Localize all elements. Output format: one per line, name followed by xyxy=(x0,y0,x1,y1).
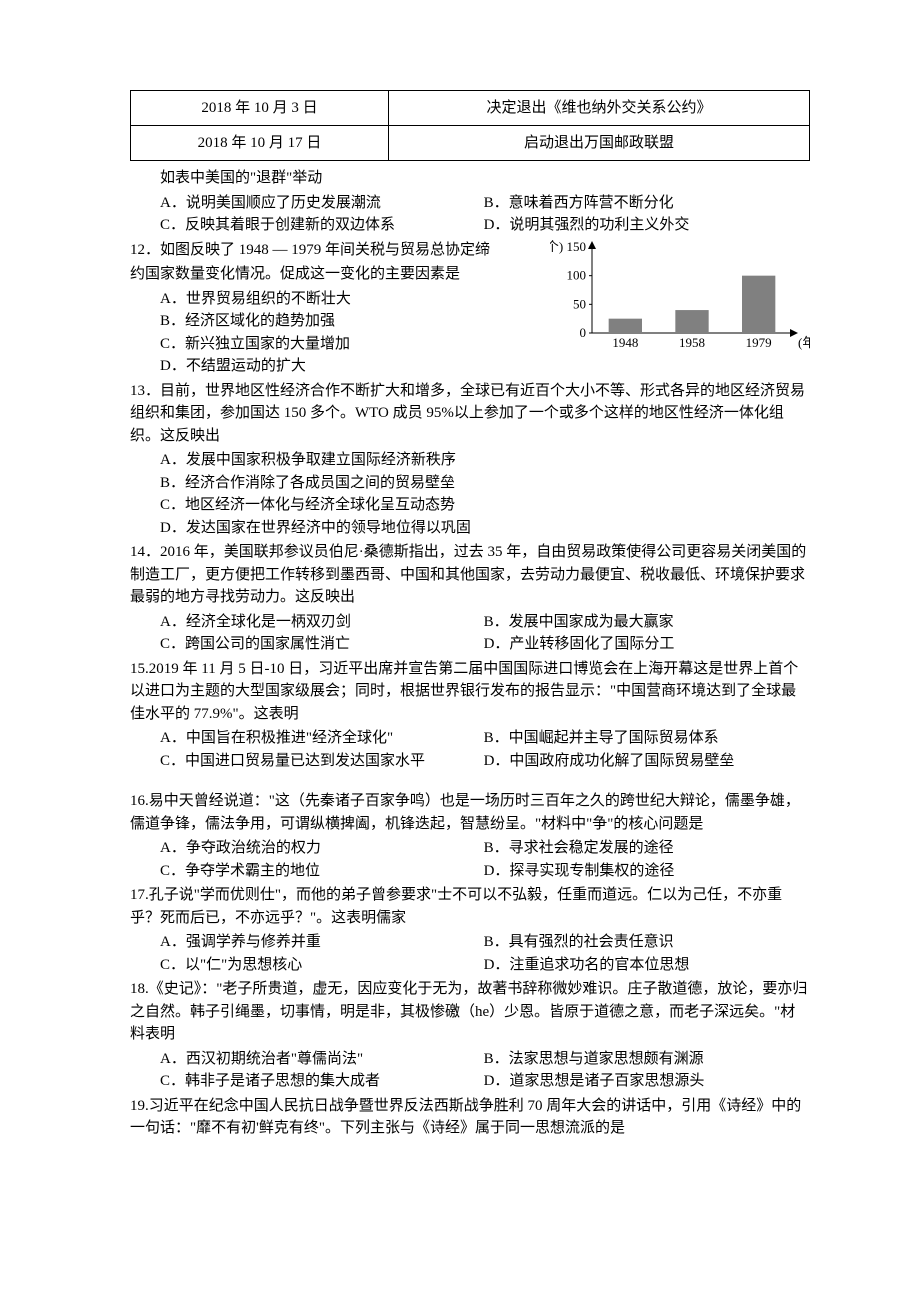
q14-options: A．经济全球化是一柄双刃剑 B．发展中国家成为最大赢家 C．跨国公司的国家属性消… xyxy=(130,611,810,656)
q12-stem: 约国家数量变化情况。促成这一变化的主要因素是 xyxy=(130,263,524,286)
q15-stem: 15.2019 年 11 月 5 日-10 日，习近平出席并宣告第二届中国国际进… xyxy=(130,658,810,726)
option-c: C．争夺学术霸主的地位 xyxy=(130,860,484,883)
option-a: A．发展中国家积极争取建立国际经济新秩序 xyxy=(130,449,810,472)
q18-options: A．西汉初期统治者"尊儒尚法" B．法家思想与道家思想颇有渊源 C．韩非子是诸子… xyxy=(130,1048,810,1093)
option-c: C．以"仁"为思想核心 xyxy=(130,954,484,977)
option-b: B．发展中国家成为最大赢家 xyxy=(484,611,810,634)
option-c: C．新兴独立国家的大量增加 xyxy=(130,333,524,356)
option-d: D．不结盟运动的扩大 xyxy=(130,355,524,378)
option-d: D．中国政府成功化解了国际贸易壁垒 xyxy=(484,750,810,773)
option-a: A．世界贸易组织的不断壮大 xyxy=(130,288,524,311)
q11-lead: 如表中美国的"退群"举动 xyxy=(130,167,810,190)
svg-text:1979: 1979 xyxy=(746,335,772,350)
option-a: A．经济全球化是一柄双刃剑 xyxy=(130,611,484,634)
q16-options: A．争夺政治统治的权力 B．寻求社会稳定发展的途径 C．争夺学术霸主的地位 D．… xyxy=(130,837,810,882)
option-a: A．说明美国顺应了历史发展潮流 xyxy=(130,192,484,215)
option-d: D．说明其强烈的功利主义外交 xyxy=(484,214,810,237)
option-d: D．道家思想是诸子百家思想源头 xyxy=(484,1070,810,1093)
option-a: A．强调学养与修养并重 xyxy=(130,931,484,954)
q12-wrap: 0 50 100 (个) 150 1948 1958 1979 (年) 12．如图反映了 19… xyxy=(130,239,810,378)
svg-text:(年): (年) xyxy=(798,335,810,350)
option-d: D．注重追求功名的官本位思想 xyxy=(484,954,810,977)
spacer xyxy=(130,774,810,788)
table-row: 2018 年 10 月 3 日 决定退出《维也纳外交关系公约》 xyxy=(131,91,810,126)
table-row: 2018 年 10 月 17 日 启动退出万国邮政联盟 xyxy=(131,126,810,161)
table-cell-event: 决定退出《维也纳外交关系公约》 xyxy=(389,91,810,126)
q17-stem: 17.孔子说"学而优则仕"，而他的弟子曾参要求"士不可以不弘毅，任重而道远。仁以… xyxy=(130,884,810,929)
option-b: B．具有强烈的社会责任意识 xyxy=(484,931,810,954)
q13-stem: 13．目前，世界地区性经济合作不断扩大和增多，全球已有近百个大小不等、形式各异的… xyxy=(130,380,810,448)
q15-options: A．中国旨在积极推进"经济全球化" B．中国崛起并主导了国际贸易体系 C．中国进… xyxy=(130,727,810,772)
q18-stem: 18.《史记》："老子所贵道，虚无，因应变化于无为，故著书辞称微妙难识。庄子散道… xyxy=(130,978,810,1046)
q19-stem: 19.习近平在纪念中国人民抗日战争暨世界反法西斯战争胜利 70 周年大会的讲话中… xyxy=(130,1095,810,1140)
table-cell-date: 2018 年 10 月 3 日 xyxy=(131,91,389,126)
svg-text:(个) 150: (个) 150 xyxy=(550,239,586,254)
table-cell-event: 启动退出万国邮政联盟 xyxy=(389,126,810,161)
option-c: C．中国进口贸易量已达到发达国家水平 xyxy=(130,750,484,773)
q11-options: A．说明美国顺应了历史发展潮流 B．意味着西方阵营不断分化 C．反映其着眼于创建… xyxy=(130,192,810,237)
svg-text:50: 50 xyxy=(573,296,586,311)
q16-stem: 16.易中天曾经说道："这（先秦诸子百家争鸣）也是一场历时三百年之久的跨世纪大辩… xyxy=(130,790,810,835)
option-d: D．发达国家在世界经济中的领导地位得以巩固 xyxy=(130,517,810,540)
option-c: C．地区经济一体化与经济全球化呈互动态势 xyxy=(130,494,810,517)
q17-options: A．强调学养与修养并重 B．具有强烈的社会责任意识 C．以"仁"为思想核心 D．… xyxy=(130,931,810,976)
option-a: A．中国旨在积极推进"经济全球化" xyxy=(130,727,484,750)
option-c: C．反映其着眼于创建新的双边体系 xyxy=(130,214,484,237)
svg-text:1958: 1958 xyxy=(679,335,705,350)
q12-bar-chart: 0 50 100 (个) 150 1948 1958 1979 (年) xyxy=(550,235,810,355)
bar-chart-svg: 0 50 100 (个) 150 1948 1958 1979 (年) xyxy=(550,235,810,355)
svg-text:1948: 1948 xyxy=(612,335,638,350)
top-table: 2018 年 10 月 3 日 决定退出《维也纳外交关系公约》 2018 年 1… xyxy=(130,90,810,161)
table-cell-date: 2018 年 10 月 17 日 xyxy=(131,126,389,161)
option-a: A．争夺政治统治的权力 xyxy=(130,837,484,860)
option-b: B．意味着西方阵营不断分化 xyxy=(484,192,810,215)
option-c: C．跨国公司的国家属性消亡 xyxy=(130,633,484,656)
option-b: B．中国崛起并主导了国际贸易体系 xyxy=(484,727,810,750)
option-b: B．法家思想与道家思想颇有渊源 xyxy=(484,1048,810,1071)
option-b: B．寻求社会稳定发展的途径 xyxy=(484,837,810,860)
q14-stem: 14．2016 年，美国联邦参议员伯尼·桑德斯指出，过去 35 年，自由贸易政策… xyxy=(130,541,810,609)
svg-text:0: 0 xyxy=(580,325,587,340)
option-b: B．经济区域化的趋势加强 xyxy=(130,310,524,333)
option-a: A．西汉初期统治者"尊儒尚法" xyxy=(130,1048,484,1071)
option-d: D．产业转移固化了国际分工 xyxy=(484,633,810,656)
svg-text:100: 100 xyxy=(567,267,587,282)
option-c: C．韩非子是诸子思想的集大成者 xyxy=(130,1070,484,1093)
q12-stem: 12．如图反映了 1948 — 1979 年间关税与贸易总协定缔 xyxy=(130,239,524,262)
document-page: 2018 年 10 月 3 日 决定退出《维也纳外交关系公约》 2018 年 1… xyxy=(0,0,920,1302)
option-b: B．经济合作消除了各成员国之间的贸易壁垒 xyxy=(130,472,810,495)
option-d: D．探寻实现专制集权的途径 xyxy=(484,860,810,883)
